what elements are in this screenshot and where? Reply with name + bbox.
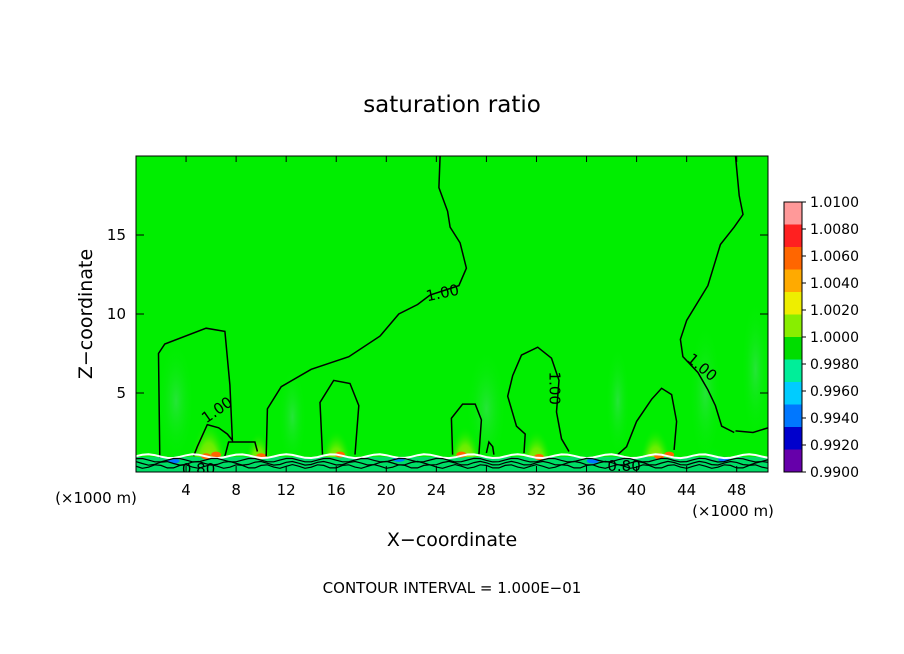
colorbar-swatch xyxy=(784,247,802,270)
colorbar-label: 0.9920 xyxy=(810,438,859,454)
surface-contour xyxy=(136,463,768,469)
colorbar-swatch xyxy=(784,314,802,338)
contour-label: 1.00 xyxy=(545,372,563,405)
contour-interval-note: CONTOUR INTERVAL = 1.000E−01 xyxy=(323,579,582,597)
colorbar-label: 1.0080 xyxy=(810,222,859,238)
colorbar-swatch xyxy=(784,224,802,248)
contour-line xyxy=(265,156,468,457)
x-tick-label: 28 xyxy=(477,481,496,499)
colorbar: 1.0100 1.0080 1.0060 1.0040 1.0020 1.0000 0.99… xyxy=(783,195,859,481)
colorbar-swatch xyxy=(784,382,802,405)
x-tick-label: 48 xyxy=(727,481,746,499)
hot-spot xyxy=(211,451,222,458)
colorbar-swatch xyxy=(784,359,802,383)
shading-blob xyxy=(689,323,722,463)
contour-label: 0.80 xyxy=(182,460,215,478)
contour-line xyxy=(506,346,570,454)
x-tick-label: 8 xyxy=(231,481,241,499)
colorbar-label: 0.9940 xyxy=(810,411,859,427)
contour-line xyxy=(224,441,259,457)
contour-line xyxy=(679,156,744,434)
colorbar-swatch xyxy=(784,269,802,293)
colorbar-swatch xyxy=(784,404,802,428)
surface-band xyxy=(136,456,768,472)
x-unit-left: (×1000 m) xyxy=(55,489,137,507)
x-tick-label: 20 xyxy=(377,481,396,499)
colorbar-swatch xyxy=(784,449,802,473)
contour-label: 0.80 xyxy=(607,457,640,475)
y-tick-label: 15 xyxy=(107,226,126,244)
colorbar-label: 0.9980 xyxy=(810,357,859,373)
contour-line xyxy=(485,440,495,455)
colorbar-label: 1.0040 xyxy=(810,276,859,292)
x-tick-label: 4 xyxy=(181,481,191,499)
surface-contour xyxy=(136,457,768,463)
shading-blob xyxy=(158,340,195,461)
x-tick-label: 40 xyxy=(627,481,646,499)
colorbar-swatch xyxy=(784,202,802,225)
x-axis-label: X−coordinate xyxy=(387,529,517,551)
colorbar-label: 1.0060 xyxy=(810,249,859,265)
colorbar-label: 0.9900 xyxy=(810,465,859,481)
y-axis-label: Z−coordinate xyxy=(75,249,97,379)
surface-contour xyxy=(136,453,768,460)
y-axis: 5 10 15 xyxy=(107,226,768,402)
y-tick-label: 10 xyxy=(107,305,126,323)
x-axis: 4 8 12 16 20 24 28 32 36 40 44 48 xyxy=(181,156,746,499)
contour-line xyxy=(319,379,360,455)
colorbar-label: 0.9960 xyxy=(810,384,859,400)
contour-line xyxy=(157,327,234,458)
contour-lines xyxy=(136,156,768,469)
shading-blob xyxy=(605,345,630,456)
chart-title: saturation ratio xyxy=(363,92,541,118)
x-tick-label: 24 xyxy=(427,481,446,499)
colorbar-label: 1.0100 xyxy=(810,195,859,211)
contour-line xyxy=(617,387,678,456)
colorbar-swatch xyxy=(784,292,802,315)
shading-blob xyxy=(451,409,480,472)
contour-line xyxy=(735,427,768,434)
x-tick-label: 36 xyxy=(577,481,596,499)
contour-line xyxy=(450,403,483,455)
colorbar-swatch xyxy=(784,337,802,360)
x-tick-label: 16 xyxy=(327,481,346,499)
y-tick-label: 5 xyxy=(116,384,126,402)
shading-blob xyxy=(641,411,670,472)
x-unit-right: (×1000 m) xyxy=(692,502,774,520)
x-tick-label: 12 xyxy=(277,481,296,499)
shading-blob xyxy=(741,299,768,440)
x-tick-label: 44 xyxy=(677,481,696,499)
shading-blob xyxy=(278,366,307,467)
x-tick-label: 32 xyxy=(527,481,546,499)
colorbar-label: 1.0000 xyxy=(810,330,859,346)
colorbar-swatch xyxy=(784,427,802,450)
colorbar-label: 1.0020 xyxy=(810,303,859,319)
plot-area: 1.001.001.001.000.80 0.80 xyxy=(136,156,768,478)
